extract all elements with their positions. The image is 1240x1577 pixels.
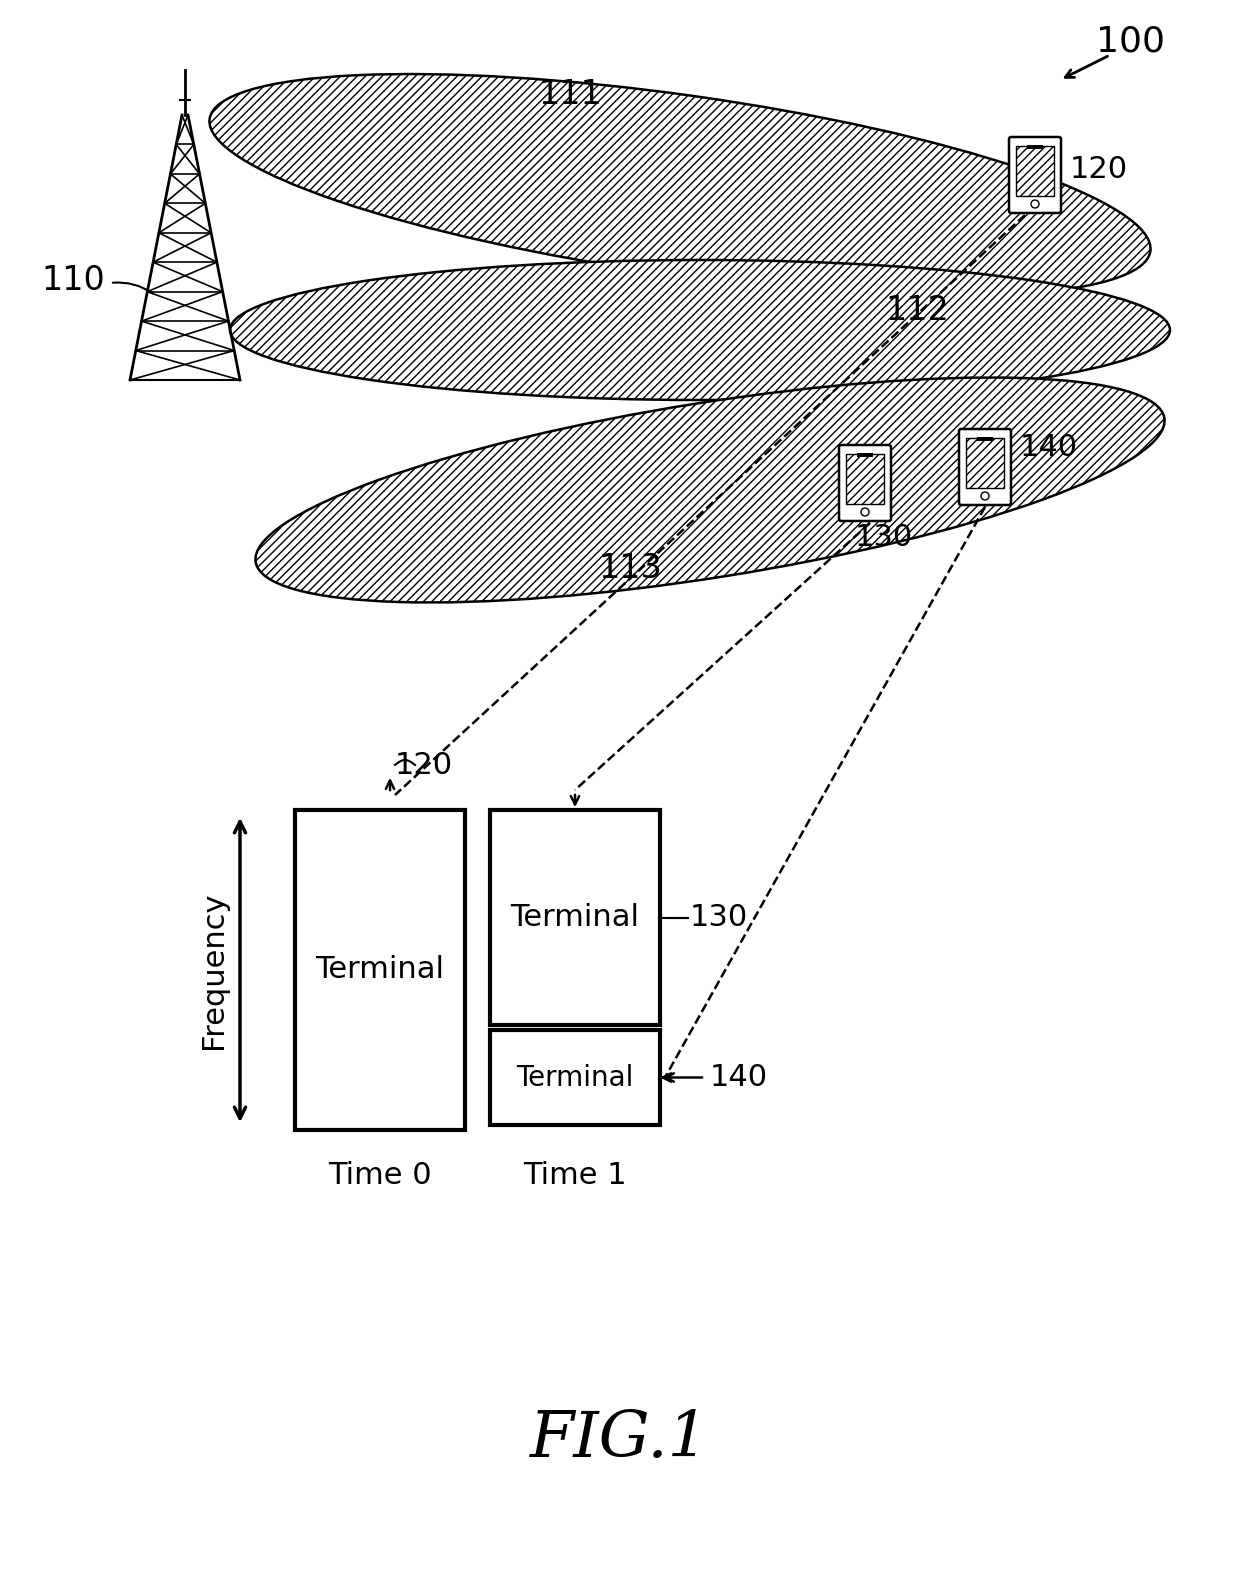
Bar bbox=[490, 1030, 660, 1124]
Text: 130: 130 bbox=[689, 904, 748, 932]
Text: 140: 140 bbox=[1021, 432, 1078, 462]
Ellipse shape bbox=[229, 260, 1171, 401]
Bar bbox=[846, 454, 884, 505]
Bar bbox=[857, 453, 873, 457]
Text: 110: 110 bbox=[41, 263, 105, 296]
Text: 130: 130 bbox=[856, 524, 913, 552]
Text: 120: 120 bbox=[396, 751, 453, 779]
FancyBboxPatch shape bbox=[959, 429, 1011, 505]
Text: Terminal: Terminal bbox=[511, 904, 640, 932]
Text: Terminal: Terminal bbox=[516, 1063, 634, 1091]
Circle shape bbox=[1030, 200, 1039, 208]
FancyBboxPatch shape bbox=[839, 445, 892, 520]
Bar bbox=[1027, 145, 1043, 148]
Text: 112: 112 bbox=[885, 293, 949, 326]
Circle shape bbox=[981, 492, 990, 500]
Text: Frequency: Frequency bbox=[198, 891, 228, 1049]
Text: 140: 140 bbox=[711, 1063, 768, 1091]
Bar bbox=[1016, 147, 1054, 196]
Text: Terminal: Terminal bbox=[315, 956, 444, 984]
Ellipse shape bbox=[210, 74, 1151, 296]
Text: Time 1: Time 1 bbox=[523, 1161, 626, 1189]
Text: 120: 120 bbox=[1070, 156, 1128, 185]
Text: Time 0: Time 0 bbox=[329, 1161, 432, 1189]
Text: 111: 111 bbox=[538, 79, 601, 112]
FancyBboxPatch shape bbox=[1009, 137, 1061, 213]
Ellipse shape bbox=[255, 377, 1164, 602]
Bar bbox=[490, 811, 660, 1025]
Bar bbox=[295, 811, 465, 1131]
Bar bbox=[966, 438, 1004, 487]
Text: 100: 100 bbox=[1095, 25, 1164, 58]
Text: 113: 113 bbox=[598, 552, 662, 585]
Bar bbox=[977, 437, 993, 442]
Text: FIG.1: FIG.1 bbox=[531, 1410, 709, 1471]
Circle shape bbox=[861, 508, 869, 516]
